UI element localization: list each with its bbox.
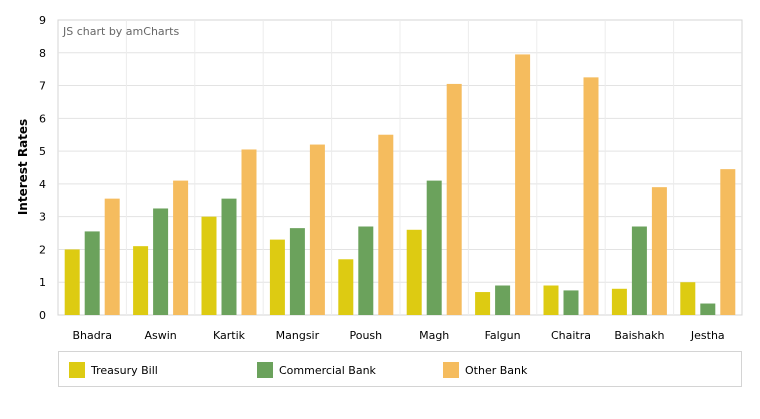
y-tick-label: 0	[39, 309, 46, 322]
bar-commercial-bank[interactable]	[358, 226, 374, 316]
x-tick-label: Magh	[419, 329, 449, 342]
y-axis-title: Interest Rates	[16, 119, 30, 215]
bar-commercial-bank[interactable]	[700, 303, 716, 315]
y-tick-label: 4	[39, 178, 46, 191]
y-tick-label: 1	[39, 276, 46, 289]
legend-label: Other Bank	[465, 363, 528, 377]
bar-other-bank[interactable]	[104, 198, 120, 315]
y-tick-label: 8	[39, 47, 46, 60]
bar-treasury-bill[interactable]	[64, 249, 80, 315]
legend-swatch	[69, 362, 85, 378]
bar-treasury-bill[interactable]	[133, 246, 149, 315]
bar-chart: 0 1 2 3 4 5 6 7 8 9 Bhadra Aswin Kartik Mangsir Poush…	[16, 14, 743, 342]
legend-swatch	[443, 362, 459, 378]
bar-commercial-bank[interactable]	[495, 285, 511, 316]
bar-treasury-bill[interactable]	[475, 292, 491, 315]
bar-treasury-bill[interactable]	[680, 282, 696, 315]
bar-treasury-bill[interactable]	[201, 216, 217, 315]
bar-other-bank[interactable]	[515, 54, 531, 316]
x-tick-label: Bhadra	[72, 329, 112, 342]
x-tick-label: Falgun	[485, 329, 521, 342]
bar-treasury-bill[interactable]	[611, 288, 627, 315]
y-tick-label: 9	[39, 14, 46, 27]
bar-commercial-bank[interactable]	[631, 226, 647, 316]
watermark[interactable]: JS chart by amCharts	[62, 25, 179, 38]
legend-item-commercial-bank[interactable]: Commercial Bank	[257, 361, 376, 379]
y-tick-label: 6	[39, 112, 46, 125]
x-tick-label: Jestha	[690, 329, 725, 342]
bars	[64, 54, 736, 316]
bar-other-bank[interactable]	[309, 144, 325, 315]
bar-other-bank[interactable]	[446, 83, 462, 316]
bar-other-bank[interactable]	[378, 134, 394, 315]
x-tick-label: Poush	[349, 329, 382, 342]
bar-commercial-bank[interactable]	[84, 231, 100, 315]
legend-item-other-bank[interactable]: Other Bank	[443, 361, 527, 379]
bar-other-bank[interactable]	[583, 77, 599, 315]
bar-other-bank[interactable]	[651, 187, 667, 315]
legend-label: Commercial Bank	[279, 363, 376, 377]
bar-treasury-bill[interactable]	[406, 229, 422, 315]
bar-commercial-bank[interactable]	[153, 208, 169, 315]
grid-lines	[58, 20, 742, 315]
bar-other-bank[interactable]	[173, 180, 189, 315]
bar-other-bank[interactable]	[241, 149, 257, 315]
x-tick-label: Mangsir	[276, 329, 320, 342]
x-tick-label: Kartik	[213, 329, 246, 342]
bar-commercial-bank[interactable]	[426, 180, 442, 315]
y-tick-label: 7	[39, 80, 46, 93]
bar-commercial-bank[interactable]	[289, 228, 305, 315]
legend-label: Treasury Bill	[91, 363, 158, 377]
y-tick-label: 5	[39, 145, 46, 158]
x-tick-label: Chaitra	[551, 329, 591, 342]
legend-item-treasury-bill[interactable]: Treasury Bill	[69, 361, 158, 379]
bar-treasury-bill[interactable]	[269, 239, 285, 315]
x-tick-label: Aswin	[144, 329, 176, 342]
y-tick-label: 2	[39, 243, 46, 256]
bar-treasury-bill[interactable]	[543, 285, 559, 316]
bar-commercial-bank[interactable]	[221, 198, 237, 315]
bar-treasury-bill[interactable]	[338, 259, 354, 315]
y-tick-labels: 0 1 2 3 4 5 6 7 8 9	[39, 14, 46, 322]
x-tick-labels: Bhadra Aswin Kartik Mangsir Poush Magh Falgun C…	[72, 329, 724, 342]
bar-commercial-bank[interactable]	[563, 290, 579, 315]
legend-swatch	[257, 362, 273, 378]
bar-other-bank[interactable]	[720, 169, 736, 315]
legend: Treasury Bill Commercial Bank Other Bank	[58, 351, 742, 387]
x-tick-label: Baishakh	[614, 329, 664, 342]
y-tick-label: 3	[39, 211, 46, 224]
